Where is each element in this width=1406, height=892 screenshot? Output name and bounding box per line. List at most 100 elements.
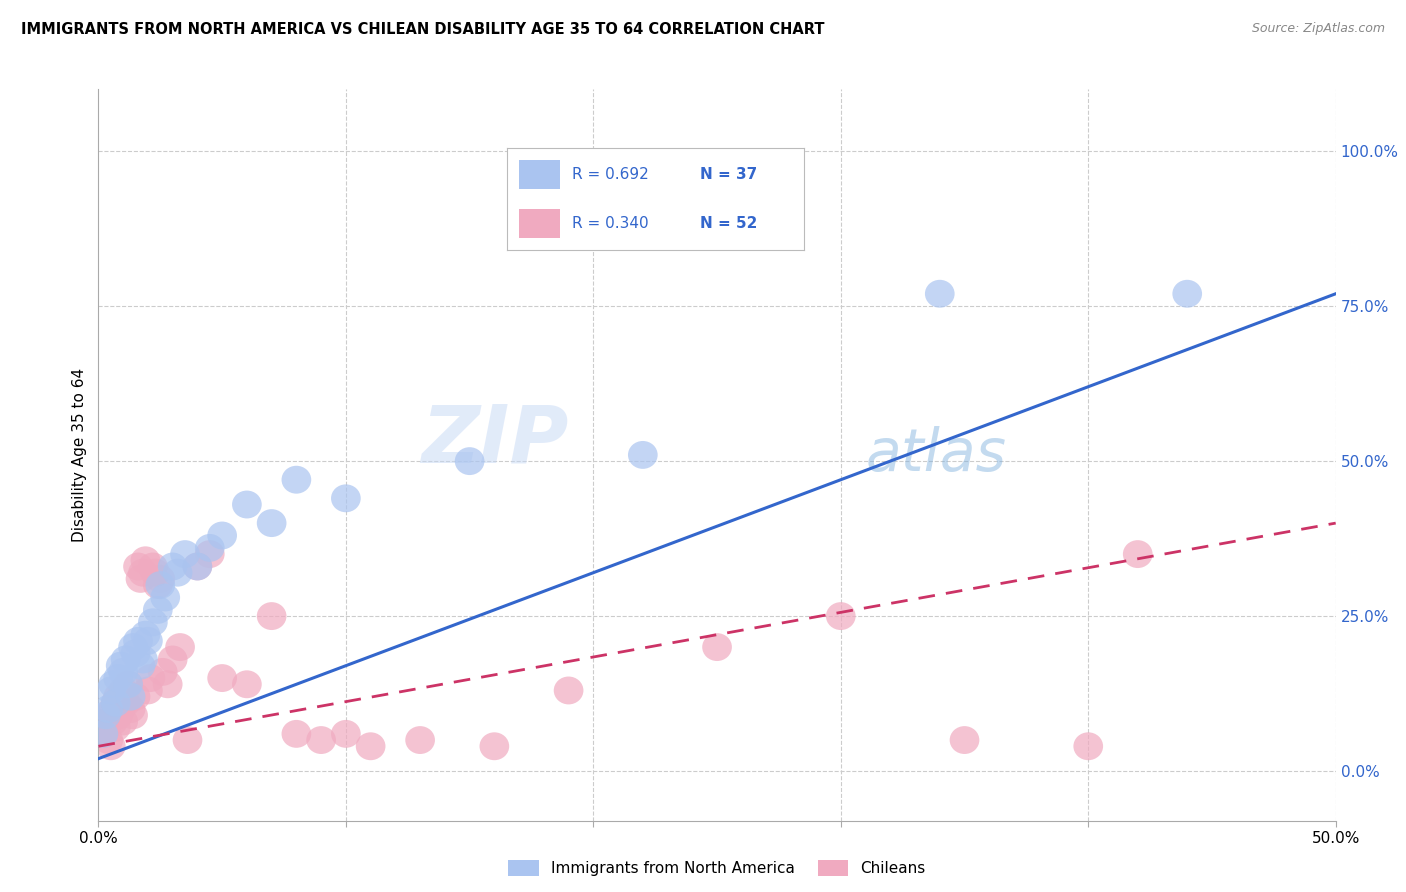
Ellipse shape — [98, 707, 128, 735]
Ellipse shape — [108, 658, 138, 686]
Bar — [519, 209, 560, 238]
Ellipse shape — [98, 670, 128, 698]
Ellipse shape — [257, 509, 287, 537]
Ellipse shape — [124, 627, 153, 655]
Bar — [519, 160, 560, 189]
Ellipse shape — [91, 701, 121, 730]
Ellipse shape — [138, 608, 167, 636]
Ellipse shape — [157, 646, 187, 673]
Ellipse shape — [91, 714, 121, 741]
Ellipse shape — [183, 552, 212, 581]
Ellipse shape — [121, 640, 150, 667]
Ellipse shape — [702, 633, 733, 661]
Ellipse shape — [118, 701, 148, 730]
Ellipse shape — [257, 602, 287, 630]
Text: atlas: atlas — [866, 426, 1007, 483]
Legend: Immigrants from North America, Chileans: Immigrants from North America, Chileans — [502, 855, 932, 882]
Ellipse shape — [173, 726, 202, 754]
Ellipse shape — [143, 596, 173, 624]
Ellipse shape — [281, 466, 311, 493]
Ellipse shape — [281, 720, 311, 747]
Ellipse shape — [101, 689, 131, 717]
Ellipse shape — [153, 670, 183, 698]
Ellipse shape — [307, 726, 336, 754]
Ellipse shape — [145, 565, 176, 593]
Ellipse shape — [1123, 541, 1153, 568]
Text: IMMIGRANTS FROM NORTH AMERICA VS CHILEAN DISABILITY AGE 35 TO 64 CORRELATION CHA: IMMIGRANTS FROM NORTH AMERICA VS CHILEAN… — [21, 22, 824, 37]
Ellipse shape — [232, 491, 262, 518]
Ellipse shape — [141, 558, 170, 587]
Ellipse shape — [150, 583, 180, 611]
Ellipse shape — [93, 707, 124, 735]
Ellipse shape — [118, 633, 148, 661]
Ellipse shape — [163, 558, 193, 587]
Ellipse shape — [105, 652, 135, 680]
Ellipse shape — [128, 646, 157, 673]
Ellipse shape — [148, 658, 177, 686]
Ellipse shape — [96, 732, 125, 760]
Ellipse shape — [628, 441, 658, 469]
Ellipse shape — [101, 689, 131, 717]
Ellipse shape — [108, 707, 138, 735]
Ellipse shape — [111, 689, 141, 717]
Ellipse shape — [96, 701, 125, 730]
Ellipse shape — [356, 732, 385, 760]
Ellipse shape — [124, 552, 153, 581]
Text: ZIP: ZIP — [422, 401, 568, 479]
Ellipse shape — [114, 670, 143, 698]
Text: Source: ZipAtlas.com: Source: ZipAtlas.com — [1251, 22, 1385, 36]
Ellipse shape — [1073, 732, 1104, 760]
Ellipse shape — [1173, 280, 1202, 308]
Ellipse shape — [330, 484, 361, 512]
Ellipse shape — [145, 571, 176, 599]
Ellipse shape — [454, 447, 485, 475]
Text: R = 0.692: R = 0.692 — [572, 167, 648, 182]
Ellipse shape — [104, 701, 134, 730]
Ellipse shape — [170, 541, 200, 568]
Ellipse shape — [135, 665, 166, 692]
Ellipse shape — [330, 720, 361, 747]
Ellipse shape — [183, 552, 212, 581]
Ellipse shape — [128, 558, 157, 587]
Ellipse shape — [121, 682, 150, 711]
Ellipse shape — [166, 633, 195, 661]
Ellipse shape — [134, 627, 163, 655]
Ellipse shape — [105, 695, 135, 723]
Ellipse shape — [125, 565, 155, 593]
Ellipse shape — [115, 682, 145, 711]
Ellipse shape — [93, 726, 124, 754]
Ellipse shape — [131, 621, 160, 648]
Ellipse shape — [232, 670, 262, 698]
Text: N = 37: N = 37 — [700, 167, 756, 182]
Ellipse shape — [108, 676, 138, 705]
Ellipse shape — [157, 552, 187, 581]
Ellipse shape — [89, 720, 118, 747]
Ellipse shape — [89, 720, 118, 747]
Ellipse shape — [104, 665, 134, 692]
Ellipse shape — [825, 602, 856, 630]
Ellipse shape — [207, 522, 238, 549]
Ellipse shape — [479, 732, 509, 760]
Text: R = 0.340: R = 0.340 — [572, 216, 648, 231]
Ellipse shape — [131, 546, 160, 574]
Ellipse shape — [195, 541, 225, 568]
Ellipse shape — [125, 652, 155, 680]
Ellipse shape — [114, 670, 143, 698]
Y-axis label: Disability Age 35 to 64: Disability Age 35 to 64 — [72, 368, 87, 542]
Ellipse shape — [138, 552, 167, 581]
Ellipse shape — [143, 571, 173, 599]
Ellipse shape — [93, 695, 124, 723]
Ellipse shape — [115, 695, 145, 723]
Ellipse shape — [98, 695, 128, 723]
Ellipse shape — [104, 682, 134, 711]
Ellipse shape — [134, 676, 163, 705]
Text: N = 52: N = 52 — [700, 216, 756, 231]
Ellipse shape — [111, 646, 141, 673]
Ellipse shape — [925, 280, 955, 308]
Ellipse shape — [101, 714, 131, 741]
Ellipse shape — [949, 726, 980, 754]
Ellipse shape — [96, 676, 125, 705]
Ellipse shape — [207, 665, 238, 692]
Ellipse shape — [405, 726, 434, 754]
Ellipse shape — [195, 534, 225, 562]
